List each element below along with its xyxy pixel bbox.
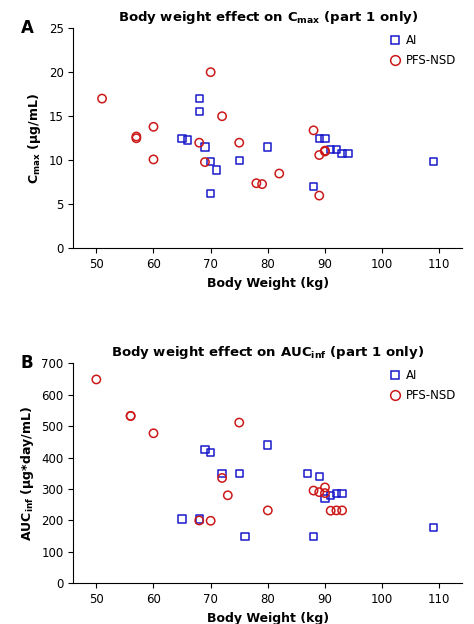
- Point: [321, 482, 329, 492]
- Point: [207, 67, 214, 77]
- Point: [201, 142, 209, 152]
- Point: [327, 490, 335, 500]
- Point: [241, 531, 249, 541]
- Point: [207, 516, 214, 526]
- Point: [201, 445, 209, 455]
- Point: [207, 189, 214, 199]
- Point: [264, 440, 272, 450]
- Point: [224, 490, 232, 500]
- Point: [264, 142, 272, 152]
- Point: [275, 168, 283, 178]
- Point: [236, 138, 243, 148]
- Point: [321, 134, 329, 144]
- Point: [321, 488, 329, 498]
- Point: [321, 494, 329, 504]
- Point: [327, 505, 335, 515]
- Point: [195, 514, 203, 524]
- Point: [219, 468, 226, 478]
- Point: [236, 155, 243, 165]
- Point: [316, 150, 323, 160]
- Point: [253, 178, 260, 188]
- Point: [430, 522, 438, 532]
- Legend: AI, PFS-NSD: AI, PFS-NSD: [384, 29, 461, 72]
- Y-axis label: AUC$_\mathregular{inf}$ (μg*day/mL): AUC$_\mathregular{inf}$ (μg*day/mL): [19, 406, 36, 541]
- Point: [133, 132, 140, 142]
- Point: [333, 489, 340, 499]
- Point: [316, 487, 323, 497]
- Point: [310, 531, 317, 541]
- Point: [150, 122, 157, 132]
- Point: [178, 134, 186, 144]
- Point: [327, 145, 335, 155]
- Point: [195, 94, 203, 104]
- Text: B: B: [21, 354, 34, 373]
- Point: [150, 428, 157, 438]
- Text: A: A: [21, 19, 34, 37]
- Point: [430, 156, 438, 166]
- Point: [195, 138, 203, 148]
- Legend: AI, PFS-NSD: AI, PFS-NSD: [384, 364, 461, 407]
- Title: Body weight effect on AUC$_\mathregular{inf}$ (part 1 only): Body weight effect on AUC$_\mathregular{…: [111, 344, 424, 361]
- Point: [333, 505, 340, 515]
- Point: [219, 473, 226, 483]
- X-axis label: Body Weight (kg): Body Weight (kg): [207, 276, 329, 290]
- Point: [316, 190, 323, 200]
- Point: [236, 417, 243, 427]
- Point: [92, 374, 100, 384]
- Point: [150, 154, 157, 164]
- Point: [310, 182, 317, 192]
- Point: [212, 165, 220, 175]
- Point: [207, 448, 214, 458]
- Point: [236, 469, 243, 479]
- Point: [258, 179, 266, 189]
- Point: [195, 515, 203, 525]
- Point: [338, 505, 346, 515]
- Point: [338, 489, 346, 499]
- Point: [264, 505, 272, 515]
- Point: [201, 157, 209, 167]
- Point: [304, 468, 311, 478]
- Point: [98, 94, 106, 104]
- Point: [321, 147, 329, 157]
- Point: [127, 411, 135, 421]
- Point: [321, 145, 329, 155]
- X-axis label: Body Weight (kg): Body Weight (kg): [207, 612, 329, 624]
- Point: [127, 411, 135, 421]
- Point: [178, 514, 186, 524]
- Point: [133, 134, 140, 144]
- Point: [333, 145, 340, 155]
- Point: [310, 485, 317, 495]
- Point: [184, 135, 191, 145]
- Point: [316, 134, 323, 144]
- Y-axis label: C$_\mathregular{max}$ (μg/mL): C$_\mathregular{max}$ (μg/mL): [27, 93, 43, 183]
- Point: [316, 471, 323, 481]
- Point: [310, 125, 317, 135]
- Point: [344, 149, 352, 158]
- Point: [338, 149, 346, 158]
- Point: [219, 111, 226, 121]
- Point: [207, 156, 214, 166]
- Title: Body weight effect on C$_\mathregular{max}$ (part 1 only): Body weight effect on C$_\mathregular{ma…: [118, 9, 418, 26]
- Point: [195, 107, 203, 117]
